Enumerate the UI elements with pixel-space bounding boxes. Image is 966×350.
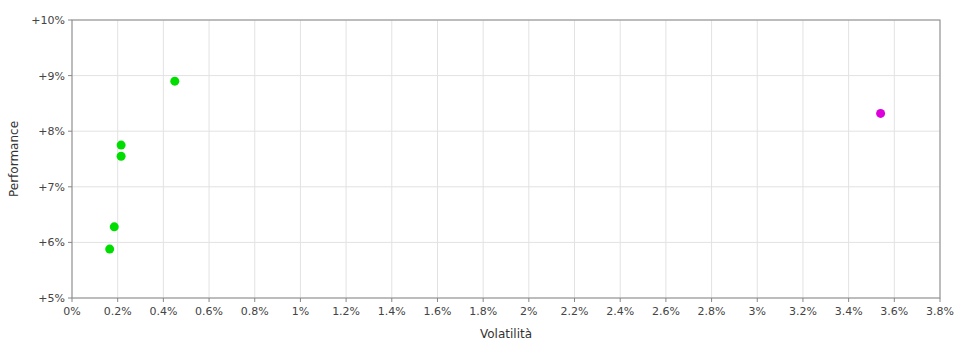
x-tick-label: 3.4% [835, 305, 863, 318]
x-grid-line [528, 20, 529, 298]
x-tick [391, 298, 392, 302]
point [105, 245, 114, 254]
x-tick-labels: 0% 0.2% 0.4% 0.6% 0.8% 1% 1.2% 1.4% 1.6% 1.8% 2% 2.… [63, 298, 954, 318]
x-tick-label: 1.8% [469, 305, 497, 318]
x-grid-line [757, 20, 758, 298]
x-grid-line [163, 20, 164, 298]
x-grid-line [346, 20, 347, 298]
x-tick-label: 0.8% [241, 305, 269, 318]
x-tick-label: 2.4% [606, 305, 634, 318]
x-grid-line [711, 20, 712, 298]
x-tick [620, 298, 621, 302]
chart: 0% 0.2% 0.4% 0.6% 0.8% 1% 1.2% 1.4% 1.6% 1.8% 2% 2.… [0, 0, 966, 350]
x-tick [163, 298, 164, 302]
y-tick [68, 131, 72, 132]
x-grid-line [665, 20, 666, 298]
y-tick-label: +7% [38, 181, 65, 194]
x-tick [72, 298, 73, 302]
x-tick [346, 298, 347, 302]
x-tick-label: 1% [292, 305, 309, 318]
y-grid-line [72, 131, 940, 132]
x-tick-label: 3.2% [789, 305, 817, 318]
x-tick-label: 1.2% [332, 305, 360, 318]
y-grid-line [72, 186, 940, 187]
x-tick [209, 298, 210, 302]
y-tick-label: +9% [38, 70, 65, 83]
x-tick-label: 2.6% [652, 305, 680, 318]
x-grid-line [802, 20, 803, 298]
x-tick [940, 298, 941, 302]
x-tick-label: 0.4% [149, 305, 177, 318]
x-tick-label: 0.2% [104, 305, 132, 318]
y-tick [68, 75, 72, 76]
x-tick-label: 1.4% [378, 305, 406, 318]
x-tick-label: 2.8% [698, 305, 726, 318]
plot-area [72, 20, 940, 298]
series [105, 77, 179, 254]
series [876, 109, 885, 118]
plot-frame [72, 20, 940, 298]
x-grid-line [209, 20, 210, 298]
x-tick [437, 298, 438, 302]
x-tick-label: 1.6% [423, 305, 451, 318]
x-tick [711, 298, 712, 302]
x-tick-label: 3.8% [926, 305, 954, 318]
x-grid-line [483, 20, 484, 298]
y-grid-line [72, 75, 940, 76]
x-tick [483, 298, 484, 302]
y-tick [68, 298, 72, 299]
y-tick-label: +6% [38, 236, 65, 249]
y-grid-line [72, 242, 940, 243]
x-tick-label: 0.6% [195, 305, 223, 318]
x-tick [665, 298, 666, 302]
x-tick [894, 298, 895, 302]
x-tick [802, 298, 803, 302]
point [110, 222, 119, 231]
y-axis-label: Performance [7, 121, 21, 197]
x-tick [757, 298, 758, 302]
x-tick [117, 298, 118, 302]
x-grid-line [848, 20, 849, 298]
x-grid-line [254, 20, 255, 298]
y-tick-label: +10% [31, 14, 65, 27]
x-tick [848, 298, 849, 302]
x-tick-label: 2.2% [561, 305, 589, 318]
y-tick-label: +5% [38, 292, 65, 305]
x-tick-label: 3% [749, 305, 766, 318]
x-tick [528, 298, 529, 302]
x-tick-label: 0% [63, 305, 80, 318]
x-tick-label: 3.6% [880, 305, 908, 318]
point [170, 77, 179, 86]
x-tick-label: 2% [520, 305, 537, 318]
point [876, 109, 885, 118]
x-tick [254, 298, 255, 302]
x-grid-line [894, 20, 895, 298]
y-tick [68, 20, 72, 21]
points [105, 77, 885, 254]
x-grid-line [620, 20, 621, 298]
x-grid-line [437, 20, 438, 298]
point [117, 152, 126, 161]
x-grid-line [300, 20, 301, 298]
point [117, 141, 126, 150]
x-tick [300, 298, 301, 302]
x-tick [574, 298, 575, 302]
x-grid-line [574, 20, 575, 298]
y-tick-label: +8% [38, 125, 65, 138]
y-tick-labels: +5% +6% +7% +8% +9% +10% [31, 14, 72, 305]
x-grid-line [391, 20, 392, 298]
y-tick [68, 186, 72, 187]
y-tick [68, 242, 72, 243]
x-axis-label: Volatilità [480, 327, 532, 341]
grid [72, 20, 940, 298]
